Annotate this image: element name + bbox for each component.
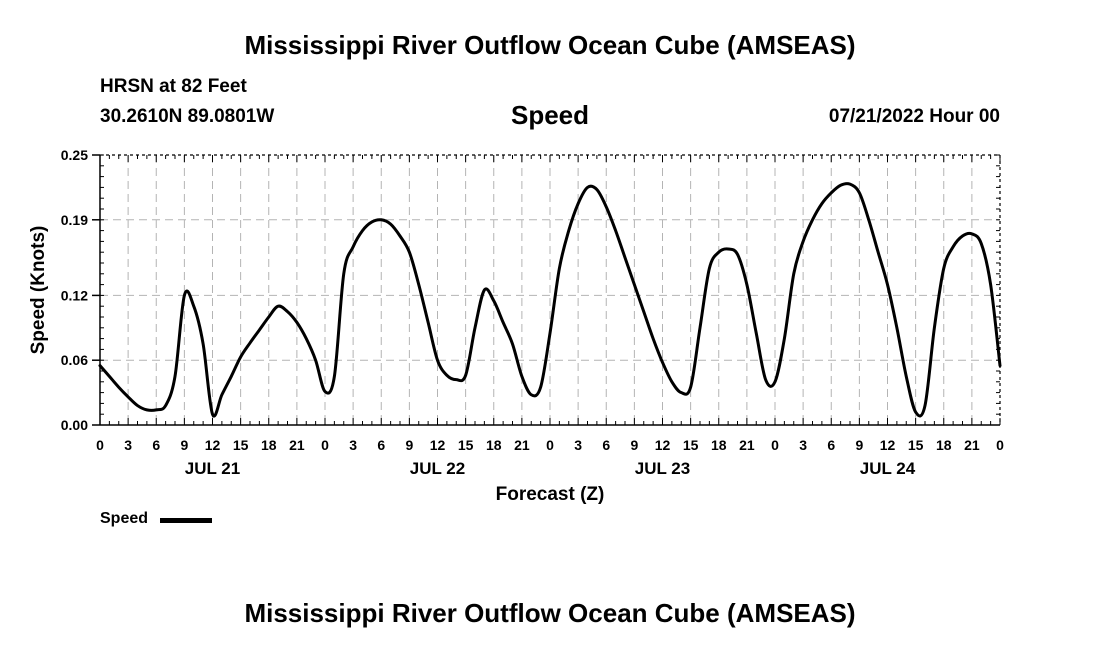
x-tick-label: 3 (574, 437, 582, 453)
x-tick-label: 21 (739, 437, 755, 453)
x-tick-label: 21 (289, 437, 305, 453)
x-tick-label: 0 (96, 437, 104, 453)
y-tick-label: 0.00 (61, 417, 88, 433)
x-tick-label: 6 (827, 437, 835, 453)
x-tick-label: 9 (630, 437, 638, 453)
x-tick-label: 9 (180, 437, 188, 453)
x-tick-label: 12 (880, 437, 896, 453)
x-tick-label: 12 (430, 437, 446, 453)
y-tick-label: 0.19 (61, 212, 88, 228)
chart-title: Mississippi River Outflow Ocean Cube (AM… (244, 30, 856, 60)
x-tick-label: 15 (683, 437, 699, 453)
y-axis-title: Speed (Knots) (28, 226, 49, 355)
chart-subtitle: Speed (510, 100, 590, 130)
forecast-date-label: 07/21/2022 Hour 00 (828, 106, 1000, 127)
x-tick-label: 15 (233, 437, 249, 453)
x-tick-label: 18 (486, 437, 502, 453)
x-tick-label: 15 (458, 437, 474, 453)
legend-label-speed: Speed (100, 510, 149, 527)
x-tick-label: 18 (936, 437, 952, 453)
footer-title: Mississippi River Outflow Ocean Cube (AM… (244, 598, 856, 628)
x-tick-label: 6 (377, 437, 385, 453)
x-tick-label: 0 (321, 437, 329, 453)
y-tick-label: 0.25 (61, 147, 88, 163)
x-axis-title: Forecast (Z) (496, 484, 605, 505)
coordinates-label: 30.2610N 89.0801W (100, 106, 275, 127)
x-tick-label: 12 (205, 437, 221, 453)
x-tick-label: 18 (711, 437, 727, 453)
x-tick-label: 6 (152, 437, 160, 453)
x-tick-label: 0 (771, 437, 779, 453)
x-day-label: JUL 24 (860, 459, 916, 478)
x-tick-label: 9 (855, 437, 863, 453)
x-tick-label: 3 (349, 437, 357, 453)
legend-swatch-speed (160, 518, 212, 523)
y-tick-label: 0.06 (61, 352, 88, 368)
x-tick-label: 6 (602, 437, 610, 453)
x-tick-label: 3 (124, 437, 132, 453)
x-tick-label: 21 (514, 437, 530, 453)
x-tick-label: 21 (964, 437, 980, 453)
y-tick-label: 0.12 (61, 287, 88, 303)
x-tick-label: 0 (996, 437, 1004, 453)
x-day-label: JUL 22 (410, 459, 465, 478)
series-line-speed (98, 182, 1002, 418)
x-tick-label: 18 (261, 437, 277, 453)
x-tick-label: 0 (546, 437, 554, 453)
x-day-label: JUL 23 (635, 459, 690, 478)
x-tick-label: 3 (799, 437, 807, 453)
station-label: HRSN at 82 Feet (100, 76, 247, 97)
x-day-label: JUL 21 (185, 459, 240, 478)
x-tick-label: 15 (908, 437, 924, 453)
x-tick-label: 9 (405, 437, 413, 453)
x-tick-label: 12 (655, 437, 671, 453)
